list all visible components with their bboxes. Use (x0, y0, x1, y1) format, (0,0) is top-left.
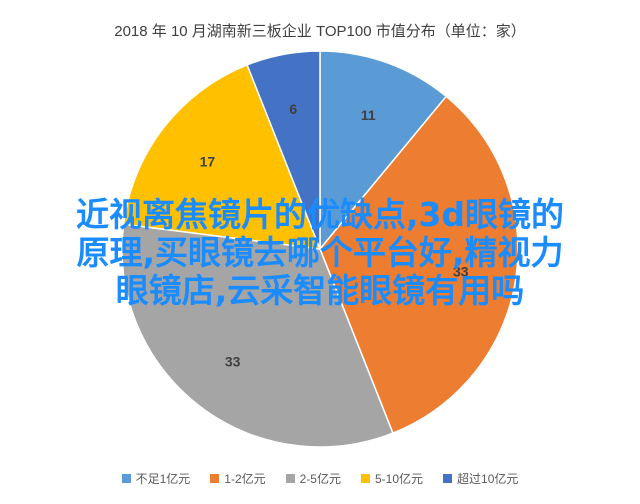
overlay-line-2: 原理,买眼镜去哪个平台好,精视力 (76, 233, 564, 272)
data-label-3: 33 (225, 354, 241, 370)
pie-slice-5 (246, 50, 321, 250)
chart-title: 2018 年 10 月湖南新三板企业 TOP100 市值分布（单位：家） (114, 23, 526, 40)
legend-swatch (210, 474, 220, 483)
overlay-text: 近视离焦镜片的优缺点,3d眼镜的 原理,买眼镜去哪个平台好,精视力 眼镜店,云采… (0, 196, 640, 310)
chart-legend: 不足1亿元 1-2亿元 2-5亿元 5-10亿元 超过10亿元 (0, 470, 640, 487)
legend-label: 超过10亿元 (457, 472, 519, 486)
pie-slice-4 (122, 63, 322, 250)
overlay-line-3: 眼镜店,云采智能眼镜有用吗 (115, 271, 525, 310)
legend-item-3: 2-5亿元 (285, 470, 341, 487)
data-label-2: 33 (453, 263, 469, 279)
pie-slice-2 (319, 95, 519, 435)
data-label-4: 17 (200, 154, 216, 170)
legend-label: 1-2亿元 (224, 472, 266, 486)
overlay-line-1: 近视离焦镜片的优缺点,3d眼镜的 (75, 195, 565, 234)
legend-swatch (361, 474, 370, 483)
pie-slice-3 (121, 223, 394, 448)
data-label-5: 6 (289, 101, 297, 117)
legend-item-2: 1-2亿元 (210, 470, 266, 487)
legend-label: 2-5亿元 (299, 472, 341, 486)
legend-label: 不足1亿元 (135, 472, 191, 486)
legend-label: 5-10亿元 (375, 472, 424, 486)
legend-swatch (285, 474, 295, 483)
legend-item-4: 5-10亿元 (361, 470, 423, 487)
legend-swatch (443, 474, 453, 483)
legend-item-1: 不足1亿元 (121, 470, 191, 487)
legend-item-5: 超过10亿元 (443, 470, 518, 487)
pie-slice-1 (319, 50, 448, 252)
data-label-1: 11 (361, 107, 376, 123)
legend-swatch (121, 474, 131, 483)
